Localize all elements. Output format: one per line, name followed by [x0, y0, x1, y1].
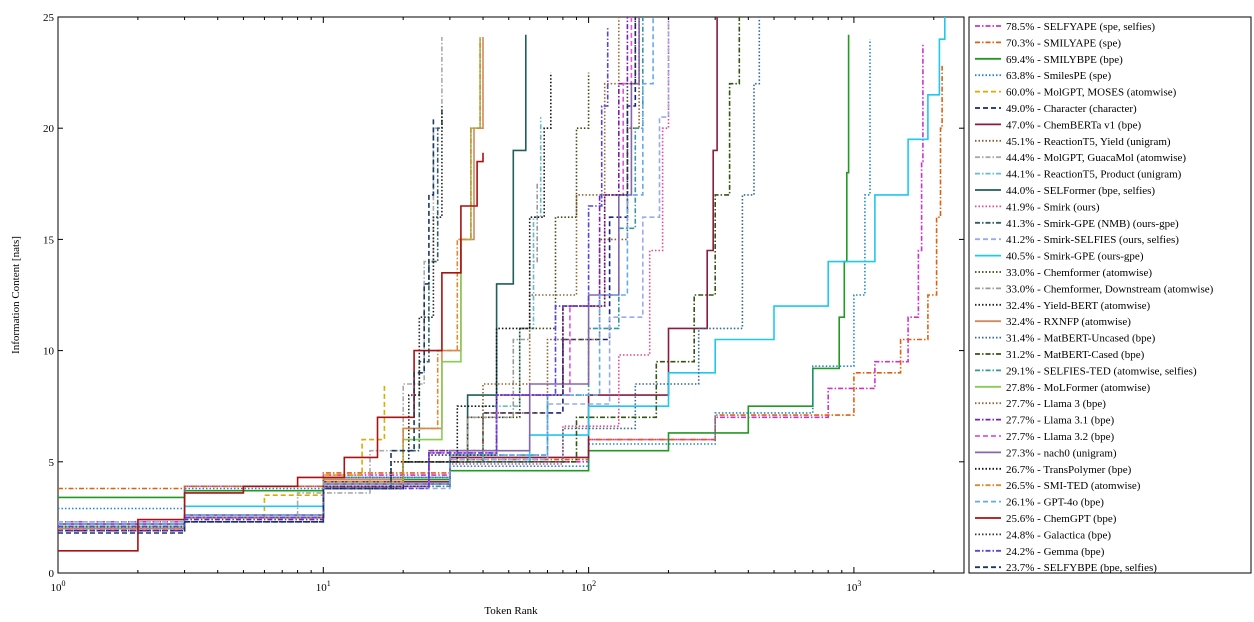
- x-tick-label: 103: [846, 579, 861, 594]
- legend-entry: 70.3% - SMILYAPE (spe): [1006, 37, 1121, 49]
- series-line-20: [58, 17, 761, 525]
- legend-entry: 24.2% - Gemma (bpe): [1006, 546, 1105, 558]
- series-line-32: [58, 17, 637, 528]
- legend-entry: 32.4% - RXNFP (atomwise): [1006, 316, 1131, 328]
- series-line-30: [58, 17, 654, 525]
- series-line-13: [58, 106, 443, 530]
- legend-entry: 31.4% - MatBERT-Uncased (bpe): [1006, 333, 1156, 345]
- legend: 78.5% - SELFYAPE (spe, selfies) 70.3% - S…: [975, 21, 1214, 574]
- legend-entry: 24.8% - Galactica (bpe): [1006, 529, 1111, 541]
- legend-entry: 25.6% - ChemGPT (bpe): [1006, 513, 1117, 525]
- x-axis-label: Token Rank: [484, 605, 538, 617]
- legend-box: [968, 16, 1252, 574]
- legend-entry: 29.1% - SELFIES-TED (atomwise, selfies): [1006, 365, 1197, 377]
- series-line-4: [58, 39, 871, 510]
- x-tick-label: 101: [316, 579, 331, 594]
- legend-entry: 33.0% - Chemformer (atomwise): [1006, 267, 1152, 279]
- legend-entry: 44.1% - ReactionT5, Product (unigram): [1006, 169, 1182, 181]
- series-line-31: [58, 152, 484, 552]
- series-line-33: [58, 28, 609, 528]
- series-line-18: [58, 110, 443, 530]
- legend-entry: 26.7% - TransPolymer (bpe): [1006, 464, 1132, 476]
- legend-entry: 26.1% - GPT-4o (bpe): [1006, 497, 1104, 509]
- series-line-28: [58, 72, 552, 530]
- y-tick-label: 20: [43, 123, 55, 135]
- legend-entry: 63.8% - SmilesPE (spe): [1006, 70, 1111, 82]
- y-tick-label: 25: [43, 12, 55, 24]
- series-line-8: [58, 17, 640, 528]
- y-tick-label: 10: [43, 346, 55, 358]
- plot-area: [57, 16, 965, 574]
- legend-entry: 44.4% - MolGPT, GuacaMol (atomwise): [1006, 152, 1186, 164]
- y-tick-label: 5: [49, 457, 55, 469]
- series-line-25: [58, 17, 629, 532]
- series-line-10: [58, 117, 542, 530]
- x-tick-label: 100: [51, 579, 66, 594]
- legend-entry: 44.0% - SELFormer (bpe, selfies): [1006, 185, 1155, 197]
- legend-entry: 27.7% - Llama 3.2 (bpe): [1006, 431, 1114, 443]
- series-line-19: [58, 37, 484, 528]
- legend-entry: 27.8% - MoLFormer (atomwise): [1006, 382, 1151, 394]
- series-line-6: [58, 17, 637, 532]
- legend-entry: 23.7% - SELFYBPE (bpe, selfies): [1006, 562, 1157, 574]
- legend-entry: 33.0% - Chemformer, Downstream (atomwise…: [1006, 283, 1214, 295]
- legend-entry: 32.4% - Yield-BERT (atomwise): [1006, 300, 1150, 312]
- legend-entry: 45.1% - ReactionT5, Yield (unigram): [1006, 136, 1171, 148]
- y-tick-label: 0: [49, 568, 55, 580]
- series-line-29: [58, 37, 481, 530]
- series-line-27: [58, 17, 640, 525]
- legend-entry: 49.0% - Character (character): [1006, 103, 1137, 115]
- x-tick-label: 102: [581, 579, 596, 594]
- legend-entry: 27.3% - nach0 (unigram): [1006, 447, 1117, 459]
- legend-entry: 60.0% - MolGPT, MOSES (atomwise): [1006, 87, 1177, 99]
- legend-entry: 41.3% - Smirk-GPE (NMB) (ours-gpe): [1006, 218, 1179, 230]
- series-layer: [58, 17, 946, 552]
- series-line-9: [58, 37, 443, 530]
- legend-entry: 27.7% - Llama 3.1 (bpe): [1006, 415, 1114, 427]
- series-line-2: [58, 65, 943, 490]
- series-line-16: [58, 72, 590, 528]
- legend-entry: 40.5% - Smirk-GPE (ours-gpe): [1006, 251, 1144, 263]
- y-tick-label: 15: [43, 234, 55, 246]
- legend-entry: 41.2% - Smirk-SELFIES (ours, selfies): [1006, 234, 1179, 246]
- y-axis-label: Information Content [nats]: [10, 236, 22, 354]
- series-line-23: [58, 37, 481, 528]
- axes-layer: 0 5 10 15 20 25 100 101 102 103: [43, 12, 964, 594]
- series-line-34: [58, 117, 435, 534]
- legend-entry: 69.4% - SMILYBPE (bpe): [1006, 54, 1123, 66]
- legend-entry: 41.9% - Smirk (ours): [1006, 201, 1100, 213]
- series-line-24: [58, 17, 620, 530]
- legend-entry: 78.5% - SELFYAPE (spe, selfies): [1006, 21, 1155, 33]
- series-line-26: [58, 17, 633, 530]
- legend-entry: 27.7% - Llama 3 (bpe): [1006, 398, 1106, 410]
- legend-entry: 47.0% - ChemBERTa v1 (bpe): [1006, 119, 1141, 131]
- legend-entry: 26.5% - SMI-TED (atomwise): [1006, 480, 1141, 492]
- legend-entry: 31.2% - MatBERT-Cased (bpe): [1006, 349, 1145, 361]
- series-line-12: [58, 17, 670, 530]
